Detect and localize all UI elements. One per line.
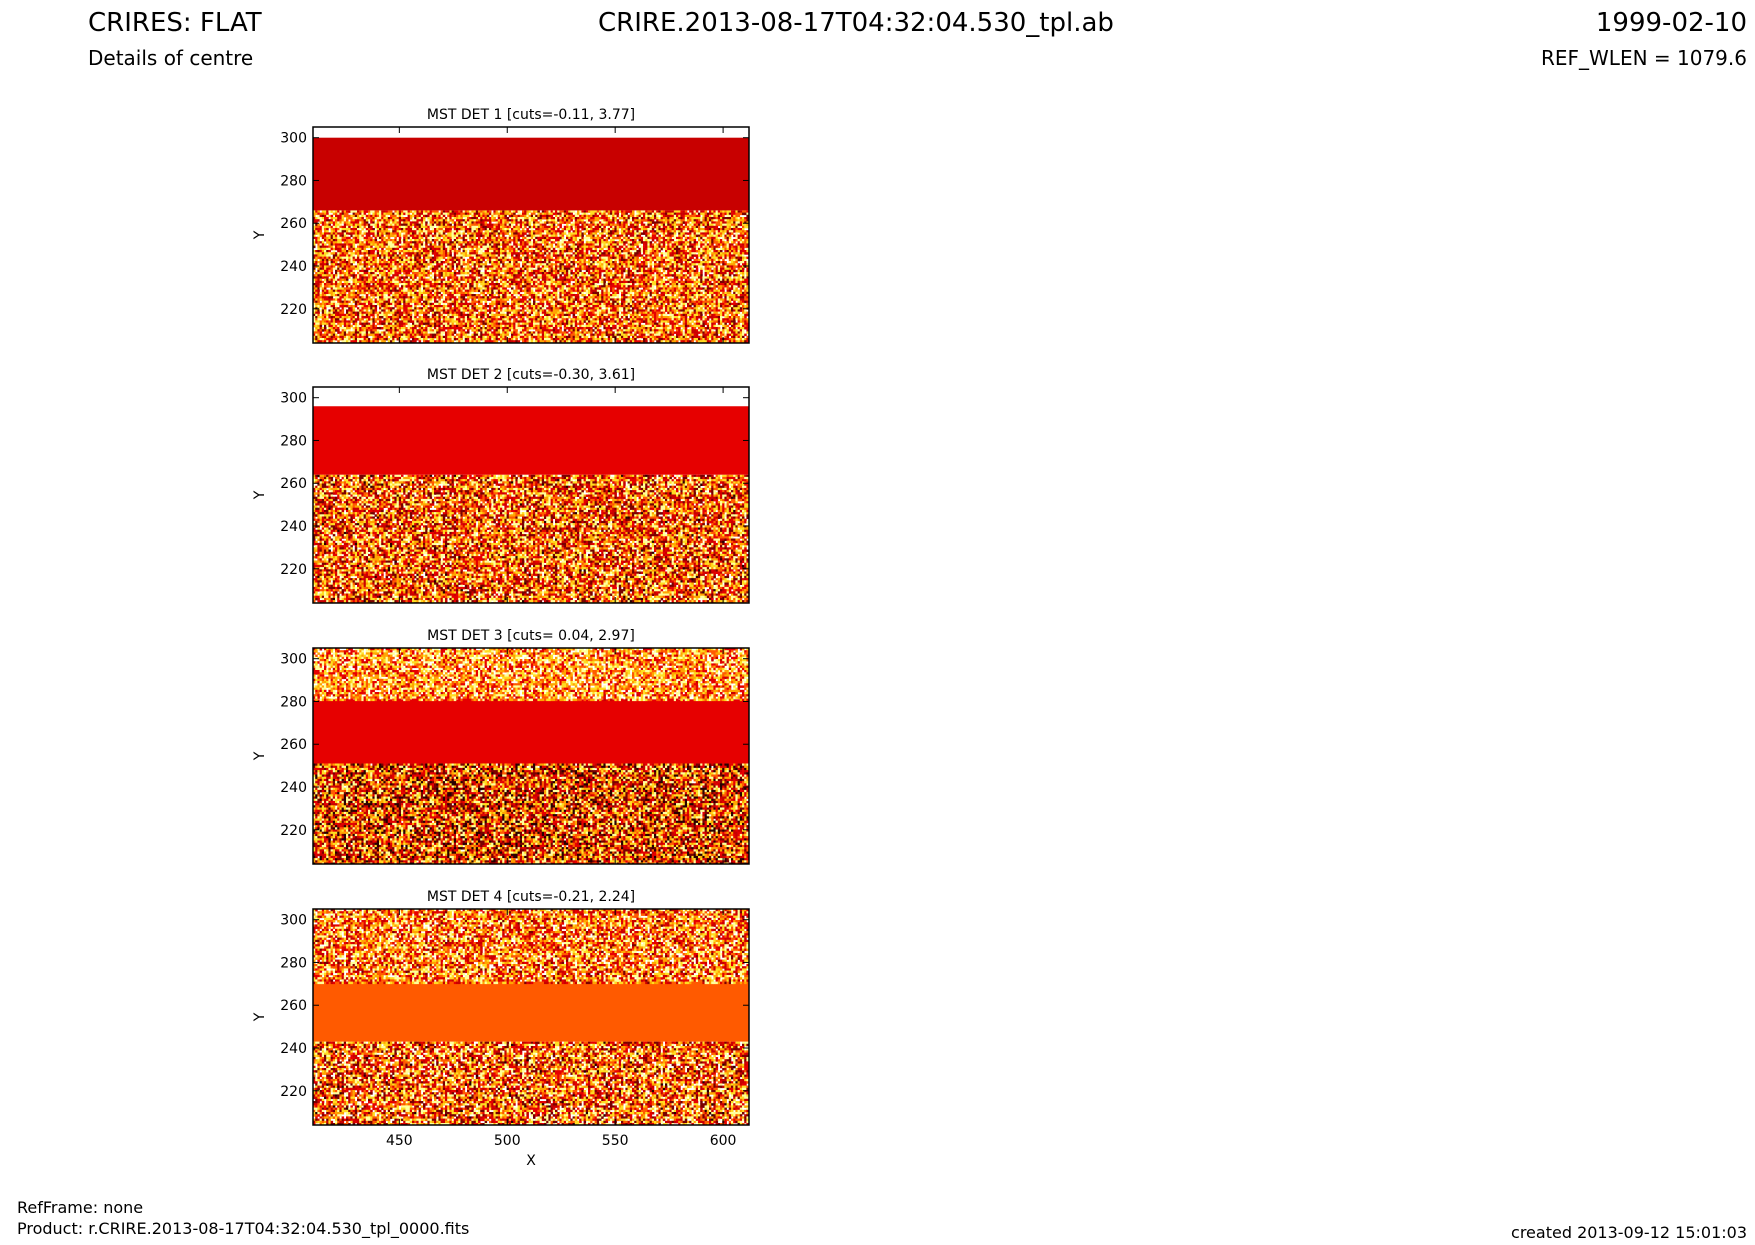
y-tick-label: 260 <box>280 216 307 232</box>
panel-title: MST DET 4 [cuts=-0.21, 2.24] <box>427 889 635 905</box>
axes-frame <box>312 126 750 344</box>
y-tick-label: 300 <box>280 913 307 929</box>
report-date: 1999-02-10 <box>1596 8 1747 38</box>
y-tick-label: 220 <box>280 823 307 839</box>
x-tick-label: 550 <box>602 1133 629 1149</box>
refframe-label: RefFrame: none <box>17 1198 143 1217</box>
flat-band <box>313 981 749 1042</box>
y-tick-label: 260 <box>280 737 307 753</box>
y-tick-label: 240 <box>280 1041 307 1057</box>
flat-band <box>313 406 749 475</box>
panel-title: MST DET 3 [cuts= 0.04, 2.97] <box>427 628 635 644</box>
heatmap-image <box>313 406 749 603</box>
axes-frame <box>312 647 750 865</box>
detector-panel-3 <box>312 647 750 865</box>
y-tick-label: 220 <box>280 302 307 318</box>
heatmap-image <box>313 909 749 1125</box>
detector-panel-1 <box>312 126 750 344</box>
detector-panel-4 <box>312 908 750 1126</box>
y-tick-label: 220 <box>280 1084 307 1100</box>
file-name: CRIRE.2013-08-17T04:32:04.530_tpl.ab <box>598 8 1114 38</box>
flat-band <box>313 137 749 211</box>
x-tick-label: 600 <box>710 1133 737 1149</box>
panel-title: MST DET 1 [cuts=-0.11, 3.77] <box>427 107 635 123</box>
axes-frame <box>312 386 750 604</box>
axes-frame <box>312 908 750 1126</box>
product-label: Product: r.CRIRE.2013-08-17T04:32:04.530… <box>17 1219 469 1238</box>
heatmap-image <box>313 137 749 343</box>
y-tick-label: 280 <box>280 694 307 710</box>
y-axis-label: Y <box>252 751 268 761</box>
y-tick-label: 280 <box>280 955 307 971</box>
y-tick-label: 240 <box>280 780 307 796</box>
y-tick-label: 280 <box>280 433 307 449</box>
x-axis-label: X <box>526 1153 536 1169</box>
y-axis-label: Y <box>252 1012 268 1022</box>
y-tick-label: 240 <box>280 519 307 535</box>
report-subtitle: Details of centre <box>88 46 253 70</box>
flat-band <box>313 699 749 764</box>
detector-panel-2 <box>312 386 750 604</box>
report-title: CRIRES: FLAT <box>88 8 262 38</box>
y-tick-label: 300 <box>280 652 307 668</box>
ref-wlen: REF_WLEN = 1079.6 <box>1541 46 1747 70</box>
y-tick-label: 300 <box>280 131 307 147</box>
y-tick-label: 240 <box>280 259 307 275</box>
panel-title: MST DET 2 [cuts=-0.30, 3.61] <box>427 367 635 383</box>
y-tick-label: 220 <box>280 562 307 578</box>
y-tick-label: 260 <box>280 998 307 1014</box>
heatmap-image <box>313 648 749 864</box>
y-tick-label: 280 <box>280 173 307 189</box>
y-axis-label: Y <box>252 490 268 500</box>
y-axis-label: Y <box>252 230 268 240</box>
created-label: created 2013-09-12 15:01:03 <box>1511 1223 1747 1242</box>
y-tick-label: 260 <box>280 476 307 492</box>
y-tick-label: 300 <box>280 391 307 407</box>
x-tick-label: 450 <box>386 1133 413 1149</box>
x-tick-label: 500 <box>494 1133 521 1149</box>
